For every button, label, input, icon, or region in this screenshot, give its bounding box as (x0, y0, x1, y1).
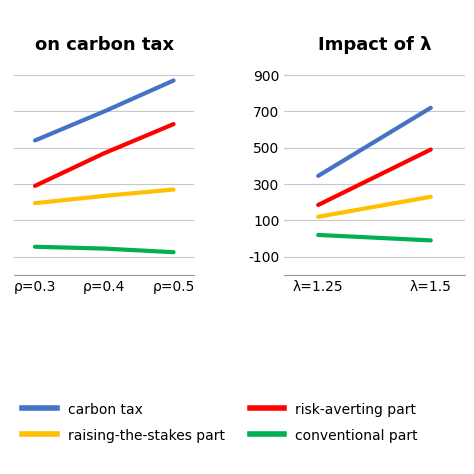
Title: Impact of λ: Impact of λ (318, 36, 431, 54)
Title: on carbon tax: on carbon tax (35, 36, 174, 54)
Legend: carbon tax, raising-the-stakes part: carbon tax, raising-the-stakes part (17, 396, 230, 448)
Legend: risk-averting part, conventional part: risk-averting part, conventional part (244, 396, 423, 448)
